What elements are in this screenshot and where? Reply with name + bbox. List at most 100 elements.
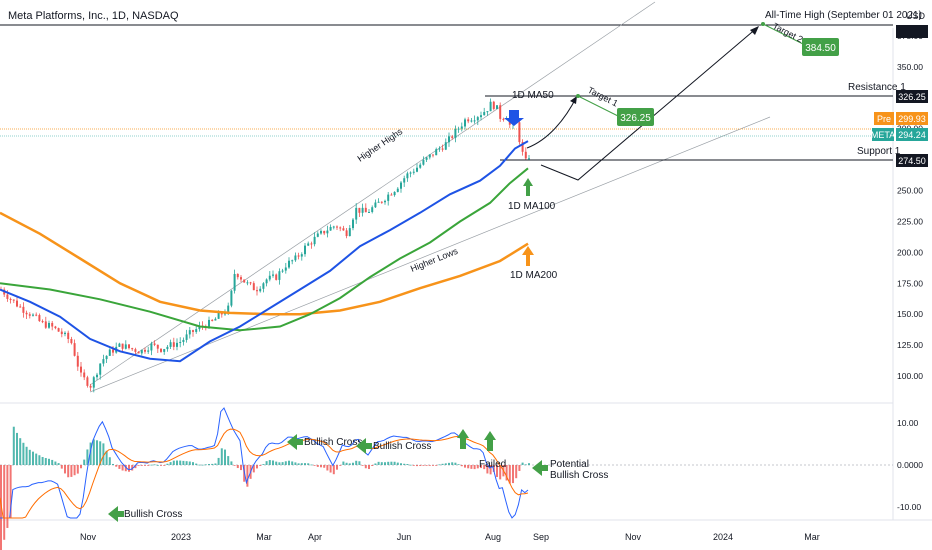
price-tick: 250.00 xyxy=(897,186,923,196)
candle-body xyxy=(489,101,492,112)
candle-body xyxy=(227,305,230,314)
macd-histogram-bar xyxy=(435,465,438,466)
candle-body xyxy=(476,117,479,121)
candle-body xyxy=(492,101,495,109)
candle-body xyxy=(25,312,28,315)
macd-histogram-bar xyxy=(182,460,185,465)
macd-histogram-bar xyxy=(76,465,79,474)
macd-histogram-bar xyxy=(252,465,255,473)
ma100-line xyxy=(0,167,529,332)
bullish-cross-label-3: Bullish Cross xyxy=(373,441,431,452)
candle-body xyxy=(220,312,223,315)
candle-body xyxy=(80,366,82,373)
candle-body xyxy=(262,283,265,289)
macd-histogram-bar xyxy=(28,449,31,465)
candle-body xyxy=(300,254,303,257)
macd-histogram-bar xyxy=(35,453,38,465)
meta-tag-label: META xyxy=(871,130,895,140)
price-tick: 225.00 xyxy=(897,216,923,226)
candle-body xyxy=(448,136,450,143)
candle-body xyxy=(169,342,172,347)
macd-histogram-bar xyxy=(508,465,511,484)
candle-body xyxy=(502,118,505,120)
macd-axis: 10.00 0.0000 -10.00 xyxy=(897,418,923,512)
candle-body xyxy=(38,315,41,322)
time-tick: Aug xyxy=(485,532,501,542)
macd-histogram-bar xyxy=(86,449,89,465)
macd-histogram-bar xyxy=(380,462,383,465)
bullish-cross-arrow-icon-3 xyxy=(356,438,372,454)
potential-label: Potential xyxy=(550,459,589,470)
candle-body xyxy=(329,226,332,231)
macd-histogram-bar xyxy=(352,462,354,465)
potential-arrow-icon xyxy=(532,460,548,476)
macd-histogram-bar xyxy=(124,465,127,472)
candle-body xyxy=(499,105,502,119)
macd-histogram-bar xyxy=(41,456,44,465)
macd-histogram-bar xyxy=(240,465,242,471)
macd-histogram-bar xyxy=(460,465,463,467)
candle-body xyxy=(76,355,79,367)
time-tick: 2024 xyxy=(713,532,733,542)
macd-histogram-bar xyxy=(281,462,284,465)
candle-body xyxy=(64,332,66,335)
candle-body xyxy=(214,318,217,321)
time-tick: Jun xyxy=(397,532,412,542)
macd-histogram-bar xyxy=(108,457,111,465)
candle-body xyxy=(54,326,57,329)
macd-histogram-bar xyxy=(425,465,428,466)
candle-body xyxy=(304,245,306,255)
candle-body xyxy=(128,344,130,349)
support-label: Support 1 xyxy=(857,146,901,157)
target1-badge xyxy=(617,108,654,126)
macd-histogram-bar xyxy=(521,462,524,465)
macd-histogram-bar xyxy=(518,465,521,471)
candle-body xyxy=(160,348,162,352)
potential-label-2: Bullish Cross xyxy=(550,470,608,481)
macd-histogram-bar xyxy=(419,465,422,466)
candle-body xyxy=(22,306,25,313)
time-tick: Apr xyxy=(308,532,322,542)
macd-histogram-bar xyxy=(528,463,530,465)
macd-histogram-bar xyxy=(201,464,204,466)
macd-histogram-bar xyxy=(70,465,73,477)
candle-body xyxy=(524,151,527,159)
macd-histogram-bar xyxy=(176,460,178,465)
macd-histogram-bar xyxy=(32,451,34,465)
pre-price-badge xyxy=(896,112,928,125)
macd-histogram-bar xyxy=(54,461,57,465)
time-axis: Nov 2023 Mar Apr Jun Aug Sep Nov 2024 Mar xyxy=(80,532,820,542)
candle-body xyxy=(480,115,482,118)
bullish-cross-label-2: Bullish Cross xyxy=(304,437,362,448)
pre-price-value: 299.93 xyxy=(898,114,926,124)
candle-body xyxy=(153,343,156,345)
candle-body xyxy=(73,343,76,356)
candle-body xyxy=(208,319,210,329)
candle-body xyxy=(230,290,233,306)
signal-line xyxy=(0,428,529,519)
macd-histogram-bar xyxy=(284,461,287,465)
price-tick: 150.00 xyxy=(897,309,923,319)
macd-histogram-bar xyxy=(166,463,169,465)
macd-histogram-bar xyxy=(96,440,98,465)
macd-histogram-bar xyxy=(6,465,9,528)
resistance-label: Resistance 1 xyxy=(848,82,906,93)
macd-histogram-bar xyxy=(185,461,188,465)
macd-histogram-bar xyxy=(390,461,393,465)
ath-price-badge xyxy=(896,25,928,38)
macd-histogram-bar xyxy=(83,459,86,465)
ma50-line xyxy=(0,140,529,363)
macd-histogram-bar xyxy=(227,456,230,465)
ath-annotation: All-Time High (September 01 2021) xyxy=(765,10,922,21)
candle-body xyxy=(9,298,12,300)
candle-body xyxy=(134,349,137,352)
macd-histogram-bar xyxy=(44,458,47,465)
macd-histogram-bar xyxy=(230,461,233,465)
candle-body xyxy=(217,312,220,319)
macd-histogram-bar xyxy=(272,460,274,465)
candle-body xyxy=(412,171,415,173)
candle-body xyxy=(288,260,290,268)
candle-body xyxy=(118,343,121,347)
macd-histogram-bar xyxy=(361,465,364,466)
